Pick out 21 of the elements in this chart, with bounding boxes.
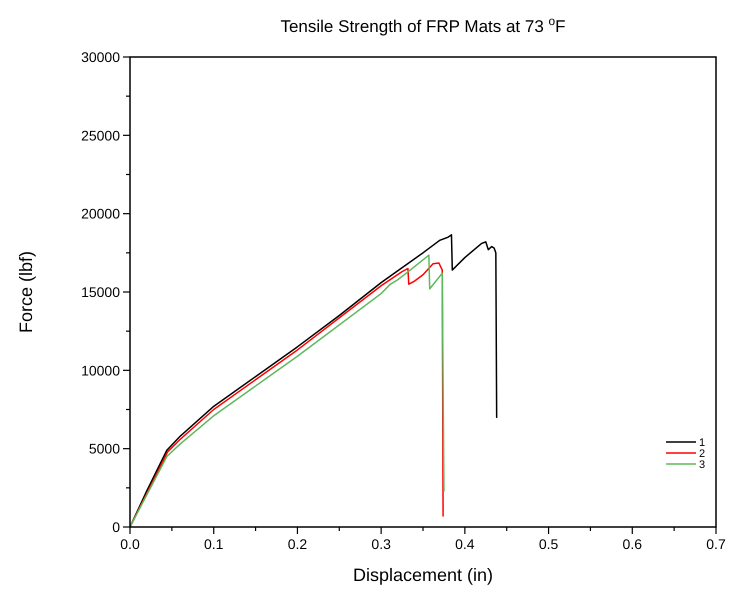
y-tick-label: 0 (112, 519, 120, 535)
x-tick-label: 0.2 (288, 536, 308, 552)
legend-label: 1 (699, 437, 706, 449)
y-axis-title: Force (lbf) (16, 250, 36, 334)
y-tick-label: 25000 (81, 127, 120, 144)
y-tick-label: 5000 (88, 440, 120, 457)
y-tick-label: 15000 (81, 284, 120, 300)
y-tick-label: 30000 (81, 49, 120, 65)
x-tick-label: 0.5 (538, 536, 559, 552)
chart-title: Tensile Strength of FRP Mats at 73 $^{o}$F (280, 14, 566, 36)
legend-label: 2 (699, 448, 706, 460)
x-tick-label: 0.0 (120, 536, 140, 552)
y-tick-label: 10000 (81, 362, 120, 378)
x-tick-label: 0.4 (455, 536, 475, 552)
x-tick-label: 0.6 (622, 536, 642, 552)
x-tick-label: 0.7 (706, 536, 726, 552)
legend-label: 3 (699, 459, 706, 471)
x-tick-label: 0.1 (204, 536, 224, 552)
x-tick-label: 0.3 (371, 536, 392, 552)
x-axis-title: Displacement (in) (352, 565, 494, 585)
y-tick-label: 20000 (81, 206, 120, 222)
